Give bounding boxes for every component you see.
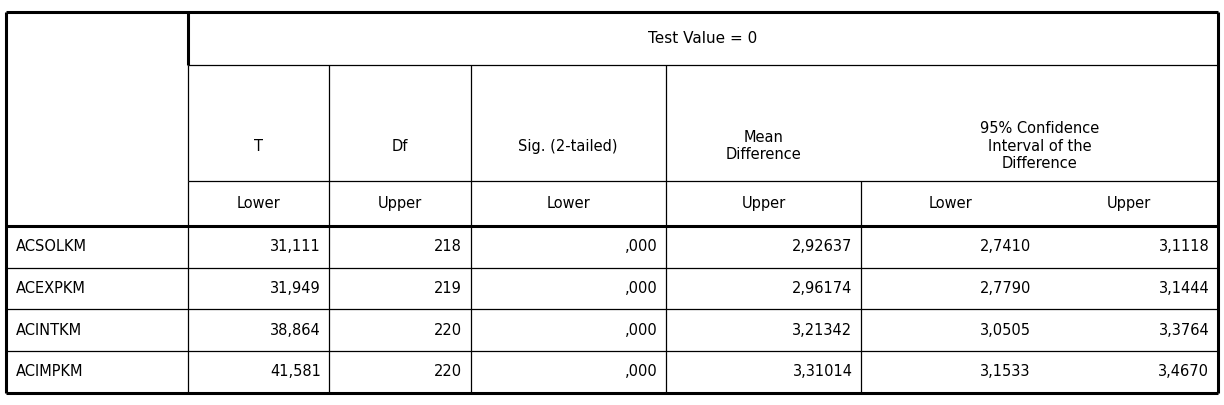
- Text: 41,581: 41,581: [269, 364, 321, 379]
- Text: 31,949: 31,949: [271, 281, 321, 296]
- Text: Df: Df: [392, 139, 408, 153]
- Text: 220: 220: [435, 364, 461, 379]
- Text: 3,21342: 3,21342: [792, 323, 852, 338]
- Text: Sig. (2-tailed): Sig. (2-tailed): [519, 139, 618, 153]
- Text: ,000: ,000: [624, 239, 657, 254]
- Text: 3,0505: 3,0505: [980, 323, 1031, 338]
- Text: ,000: ,000: [624, 323, 657, 338]
- Text: Upper: Upper: [378, 196, 422, 211]
- Text: Lower: Lower: [236, 196, 280, 211]
- Text: 218: 218: [435, 239, 461, 254]
- Text: ACINTKM: ACINTKM: [16, 323, 82, 338]
- Text: 2,7790: 2,7790: [979, 281, 1031, 296]
- Text: 3,1533: 3,1533: [980, 364, 1031, 379]
- Text: 220: 220: [435, 323, 461, 338]
- Text: 2,92637: 2,92637: [792, 239, 852, 254]
- Text: Mean
Difference: Mean Difference: [726, 130, 802, 162]
- Text: ACIMPKM: ACIMPKM: [16, 364, 83, 379]
- Text: 2,7410: 2,7410: [979, 239, 1031, 254]
- Text: Upper: Upper: [742, 196, 786, 211]
- Text: 3,1118: 3,1118: [1159, 239, 1209, 254]
- Text: 38,864: 38,864: [271, 323, 321, 338]
- Text: 3,3764: 3,3764: [1159, 323, 1209, 338]
- Text: Upper: Upper: [1106, 196, 1151, 211]
- Text: Test Value = 0: Test Value = 0: [649, 31, 758, 46]
- Text: ,000: ,000: [624, 281, 657, 296]
- Text: ,000: ,000: [624, 364, 657, 379]
- Text: Lower: Lower: [546, 196, 590, 211]
- Text: 95% Confidence
Interval of the
Difference: 95% Confidence Interval of the Differenc…: [980, 121, 1099, 171]
- Text: 31,111: 31,111: [271, 239, 321, 254]
- Text: 3,31014: 3,31014: [792, 364, 852, 379]
- Text: Lower: Lower: [929, 196, 972, 211]
- Text: ACEXPKM: ACEXPKM: [16, 281, 86, 296]
- Text: 2,96174: 2,96174: [792, 281, 852, 296]
- Text: 3,1444: 3,1444: [1159, 281, 1209, 296]
- Text: 3,4670: 3,4670: [1158, 364, 1209, 379]
- Text: T: T: [255, 139, 263, 153]
- Text: ACSOLKM: ACSOLKM: [16, 239, 87, 254]
- Text: 219: 219: [435, 281, 461, 296]
